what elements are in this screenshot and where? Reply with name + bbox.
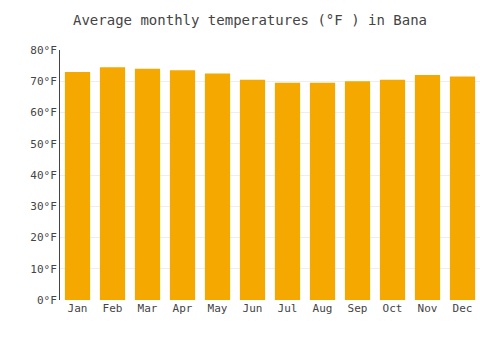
svg-text:0°F: 0°F [37,294,57,307]
svg-text:Mar: Mar [138,302,158,315]
svg-text:May: May [208,302,228,315]
svg-text:Sep: Sep [348,302,368,315]
svg-text:10°F: 10°F [30,263,57,276]
svg-text:Feb: Feb [103,302,123,315]
svg-text:30°F: 30°F [30,200,57,213]
svg-text:80°F: 80°F [30,44,57,57]
svg-text:Average monthly temperatures (: Average monthly temperatures (°F ) in Ba… [73,12,427,28]
svg-text:20°F: 20°F [30,231,57,244]
svg-text:Nov: Nov [418,302,438,315]
svg-text:40°F: 40°F [30,169,57,182]
svg-text:Jul: Jul [278,302,298,315]
svg-text:Jan: Jan [68,302,88,315]
svg-text:Dec: Dec [453,302,473,315]
svg-text:Jun: Jun [243,302,263,315]
svg-text:50°F: 50°F [30,138,57,151]
svg-text:Oct: Oct [383,302,403,315]
svg-text:Aug: Aug [313,302,333,315]
svg-text:Apr: Apr [173,302,193,315]
svg-text:70°F: 70°F [30,75,57,88]
svg-text:60°F: 60°F [30,106,57,119]
